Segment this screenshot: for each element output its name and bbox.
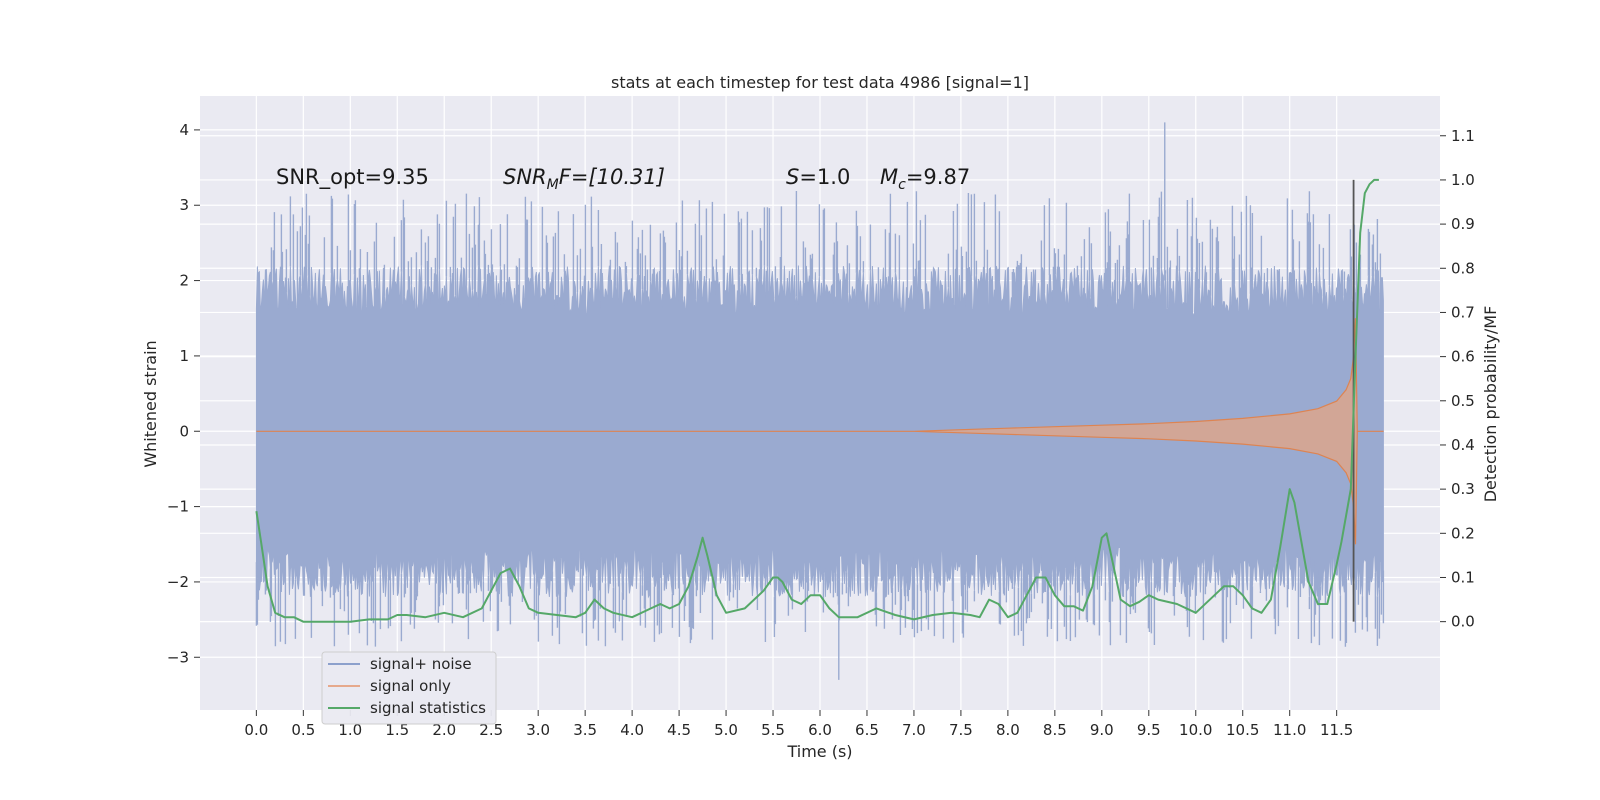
y2-tick-label: 0.2 xyxy=(1451,524,1475,542)
plot-layer xyxy=(255,122,1385,680)
y2-tick-label: 0.3 xyxy=(1451,480,1475,498)
y2-tick-label: 0.6 xyxy=(1451,348,1475,366)
x-tick-label: 7.5 xyxy=(949,721,973,739)
x-tick-label: 3.0 xyxy=(526,721,550,739)
y2-tick-label: 0.4 xyxy=(1451,436,1475,454)
x-tick-label: 6.0 xyxy=(808,721,832,739)
y2-tick-label: 0.1 xyxy=(1451,568,1475,586)
y2-tick-label: 0.5 xyxy=(1451,392,1475,410)
x-tick-label: 9.5 xyxy=(1137,721,1161,739)
x-tick-label: 9.0 xyxy=(1090,721,1114,739)
x-tick-label: 3.5 xyxy=(573,721,597,739)
x-tick-label: 1.0 xyxy=(338,721,362,739)
annotation-snr-mf: SNRMF=[10.31] xyxy=(503,165,665,193)
x-tick-label: 8.0 xyxy=(996,721,1020,739)
x-tick-label: 8.5 xyxy=(1043,721,1067,739)
x-axis-label: Time (s) xyxy=(786,742,852,761)
x-tick-label: 10.0 xyxy=(1179,721,1212,739)
y2-tick-label: 1.0 xyxy=(1451,171,1475,189)
x-tick-label: 4.5 xyxy=(667,721,691,739)
x-tick-label: 7.0 xyxy=(902,721,926,739)
legend-box xyxy=(321,651,497,725)
y-tick-label: 0 xyxy=(179,422,189,440)
annotation-snr-opt: SNR_opt=9.35 xyxy=(276,165,429,190)
annotation-s: S=1.0 xyxy=(786,165,850,189)
x-tick-label: 5.0 xyxy=(714,721,738,739)
y2-axis-label: Detection probability/MF xyxy=(1481,306,1500,503)
x-tick-label: 11.5 xyxy=(1320,721,1353,739)
y-axis-label: Whitened strain xyxy=(141,340,160,467)
x-tick-label: 1.5 xyxy=(385,721,409,739)
legend: signal+ noise signal only signal statist… xyxy=(321,651,497,725)
series-signal-only xyxy=(256,318,1384,545)
y2-tick-label: 0.0 xyxy=(1451,613,1475,631)
y2-axis-ticks: 1.1 1.0 0.9 0.8 0.7 0.6 0.5 0.4 0.3 0.2 0.1 0.0 xyxy=(1440,127,1475,631)
x-tick-label: 0.5 xyxy=(291,721,315,739)
y2-tick-label: 0.9 xyxy=(1451,215,1475,233)
legend-label-signal-statistics: signal statistics xyxy=(370,699,486,717)
x-tick-label: 10.5 xyxy=(1226,721,1259,739)
y2-tick-label: 0.8 xyxy=(1451,259,1475,277)
x-tick-label: 0.0 xyxy=(244,721,268,739)
y2-tick-label: 1.1 xyxy=(1451,127,1475,145)
y-tick-label: 4 xyxy=(179,121,189,139)
x-tick-label: 2.5 xyxy=(479,721,503,739)
x-tick-label: 5.5 xyxy=(761,721,785,739)
legend-label-signal-only: signal only xyxy=(370,677,451,695)
x-tick-label: 2.0 xyxy=(432,721,456,739)
y-tick-label: 1 xyxy=(179,347,189,365)
y2-tick-label: 0.7 xyxy=(1451,303,1475,321)
legend-label-signal-noise: signal+ noise xyxy=(370,655,472,673)
y-tick-label: 2 xyxy=(179,272,189,290)
x-axis-ticks: 0.0 0.5 1.0 1.5 2.0 2.5 3.0 3.5 4.0 4.5 5.0 5.5 6.0 6… xyxy=(244,710,1353,739)
x-tick-label: 6.5 xyxy=(855,721,879,739)
y-axis-ticks: 4 3 2 1 0 −1 −2 −3 xyxy=(167,121,200,666)
y-tick-label: −1 xyxy=(167,498,189,516)
y-tick-label: 3 xyxy=(179,196,189,214)
y-tick-label: −3 xyxy=(167,648,189,666)
annotation-mc: Mc=9.87 xyxy=(880,165,970,193)
chart-title: stats at each timestep for test data 498… xyxy=(611,73,1029,92)
x-tick-label: 11.0 xyxy=(1273,721,1306,739)
x-tick-label: 4.0 xyxy=(620,721,644,739)
series-signal-statistics xyxy=(255,178,1379,623)
y-tick-label: −2 xyxy=(167,573,189,591)
